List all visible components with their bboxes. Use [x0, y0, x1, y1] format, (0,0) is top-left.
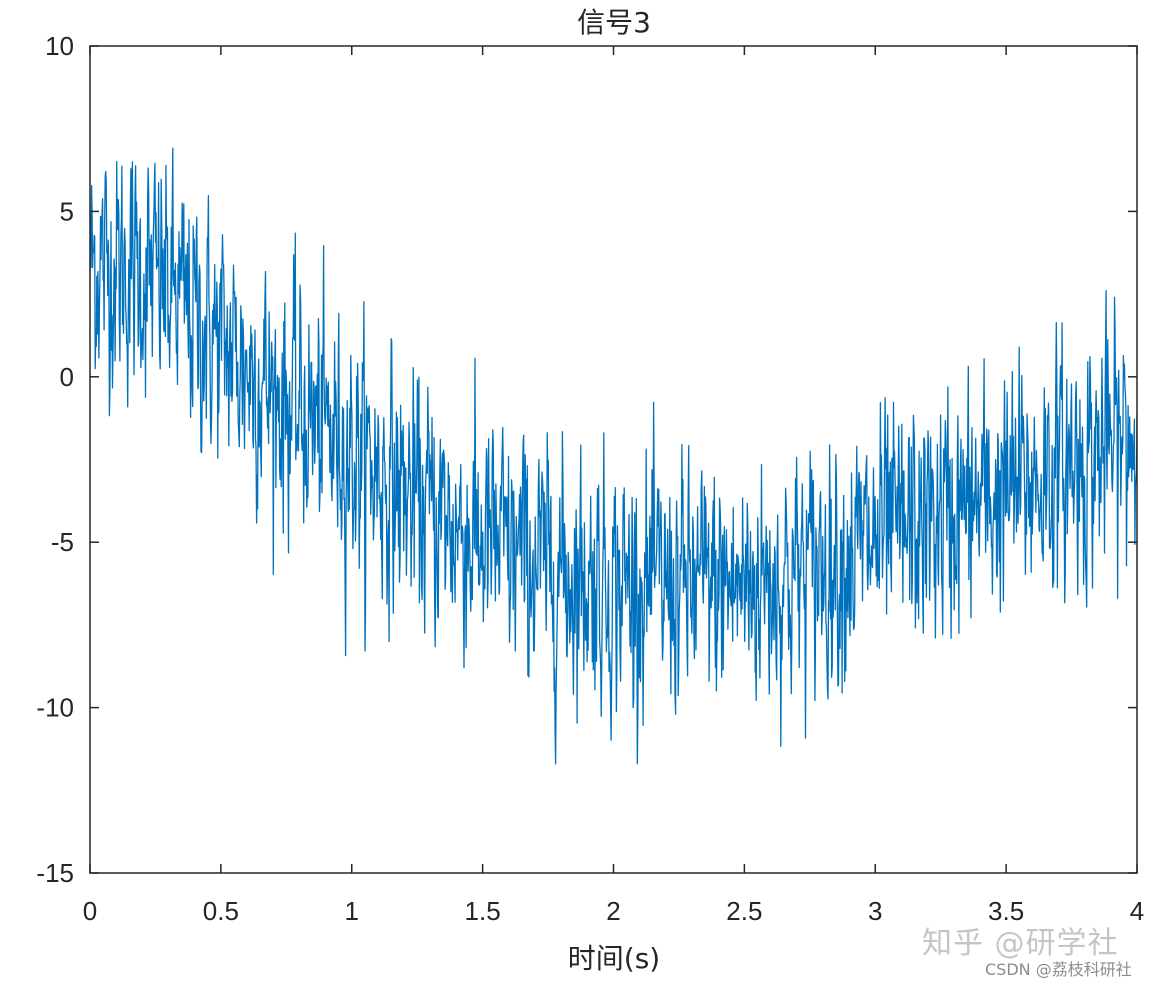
y-axis: 10 5 0 -5 -10 -15: [36, 31, 1137, 888]
x-tick-label: 3: [868, 896, 882, 926]
x-tick-label: 4: [1130, 896, 1144, 926]
x-tick-label: 2: [606, 896, 620, 926]
x-tick-label: 3.5: [988, 896, 1024, 926]
x-tick-label: 1: [345, 896, 359, 926]
plot-area: [89, 45, 1138, 874]
csdn-watermark: CSDN @荔枝科研社: [985, 960, 1132, 979]
y-tick-label: 10: [45, 31, 74, 61]
x-tick-label: 1.5: [465, 896, 501, 926]
x-tick-label: 0.5: [203, 896, 239, 926]
chart-title: 信号3: [577, 6, 651, 39]
y-tick-label: 5: [60, 196, 74, 226]
y-tick-label: 0: [60, 362, 74, 392]
zhihu-watermark: 知乎 @研学社: [922, 926, 1119, 961]
y-tick-label: -5: [51, 527, 74, 557]
signal-line: [90, 147, 1137, 765]
x-axis: 0 0.5 1 1.5 2 2.5 3 3.5 4: [83, 46, 1144, 926]
x-tick-label: 2.5: [726, 896, 762, 926]
x-tick-label: 0: [83, 896, 97, 926]
y-tick-label: -10: [36, 693, 74, 723]
y-tick-label: -15: [36, 858, 74, 888]
x-axis-label: 时间(s): [568, 942, 660, 975]
